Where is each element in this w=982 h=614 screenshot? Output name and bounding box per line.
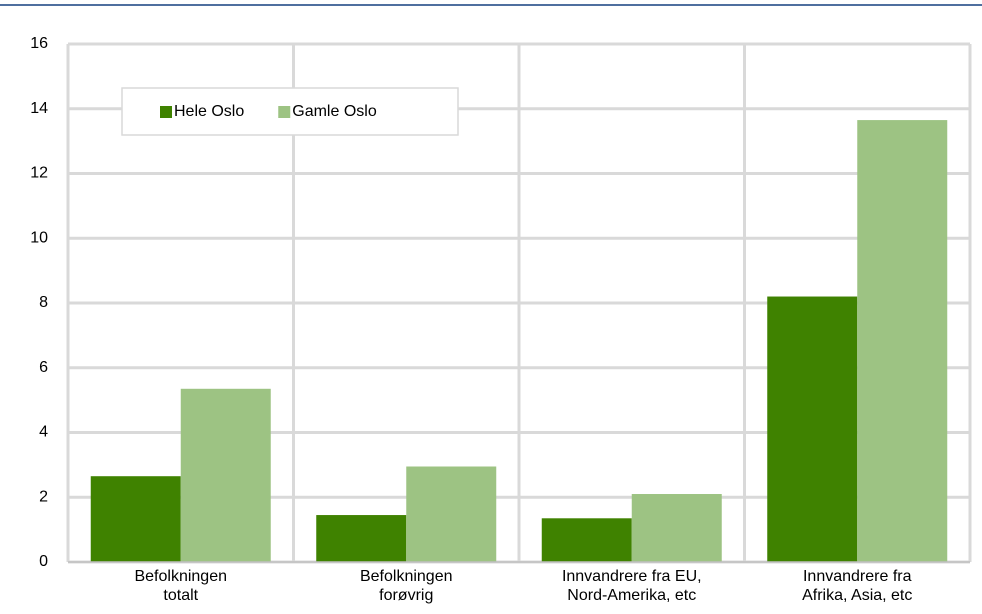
y-tick-label: 10: [30, 229, 48, 246]
bar: [631, 494, 722, 562]
bar: [857, 120, 948, 563]
y-tick-label: 8: [39, 294, 48, 311]
x-tick-label: Innvandrere fra EU, Nord-Amerika, etc: [561, 568, 702, 604]
legend-label: Hele Oslo: [174, 103, 244, 120]
legend-swatch: [160, 106, 172, 118]
y-tick-label: 4: [39, 424, 48, 441]
legend-swatch: [278, 106, 291, 118]
bar: [767, 296, 858, 562]
y-tick-label: 0: [39, 553, 48, 570]
x-tick-label: Befolkningen totalt: [134, 568, 227, 604]
bar: [541, 518, 632, 562]
y-tick-label: 6: [39, 359, 48, 376]
y-tick-label: 16: [30, 35, 48, 52]
x-tick-label: Innvandrere fra Afrika, Asia, etc: [802, 568, 913, 604]
bar: [406, 466, 497, 562]
bar: [316, 515, 407, 562]
y-tick-label: 2: [39, 488, 48, 505]
y-tick-label: 14: [30, 100, 48, 117]
x-tick-label: Befolkningen forøvrig: [359, 568, 453, 604]
bar: [180, 388, 271, 562]
y-tick-label: 12: [30, 165, 48, 182]
legend-label: Gamle Oslo: [292, 103, 377, 120]
bar: [90, 476, 181, 562]
